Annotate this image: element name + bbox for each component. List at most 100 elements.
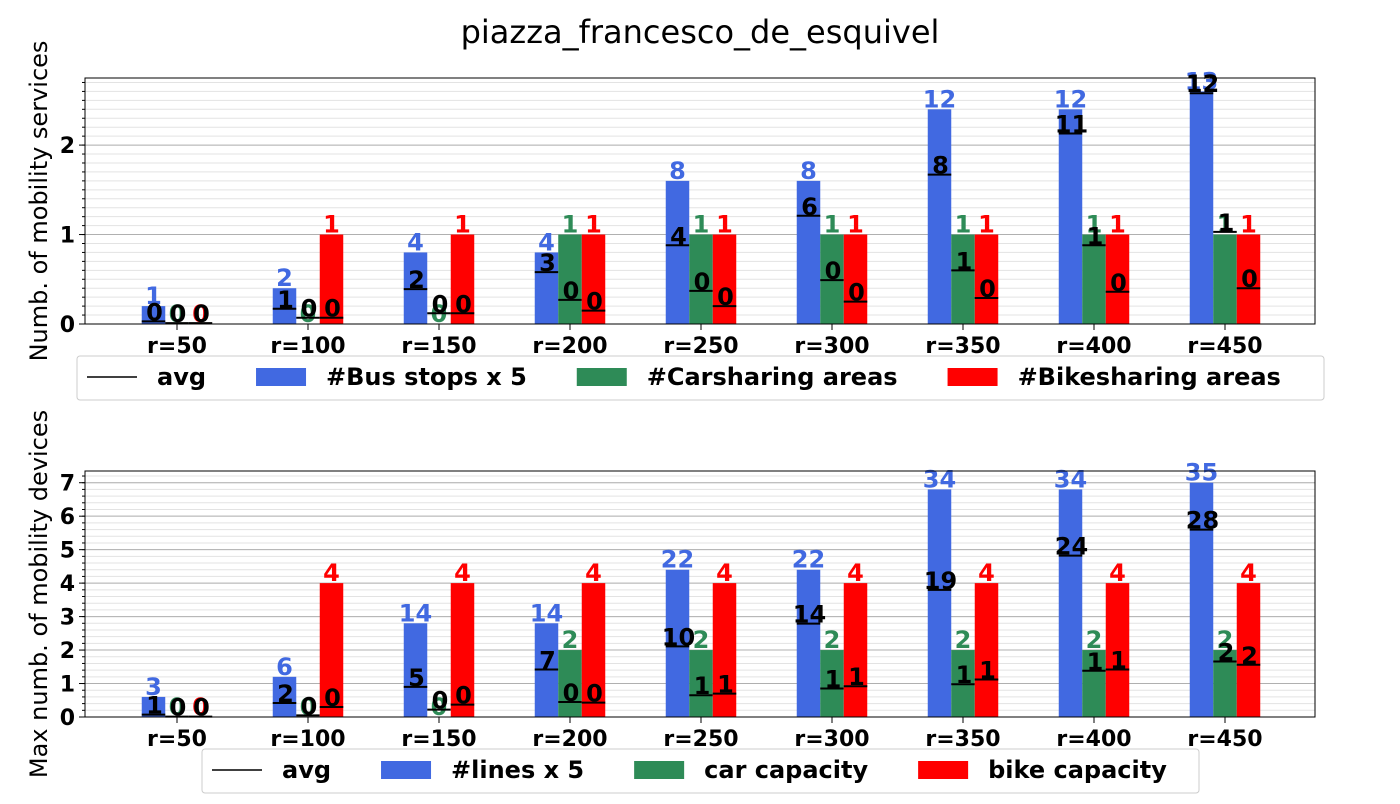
bar-car bbox=[820, 650, 844, 717]
bar-bike bbox=[450, 234, 475, 324]
avg-value-label: 4 bbox=[670, 222, 687, 250]
avg-value-label: 1 bbox=[1087, 648, 1104, 676]
x-tick-label: r=400 bbox=[1056, 727, 1131, 752]
bar-value-label: 1 bbox=[585, 211, 602, 239]
x-tick-label: r=250 bbox=[663, 727, 738, 752]
avg-value-label: 0 bbox=[563, 679, 580, 707]
bar-value-label: 1 bbox=[693, 211, 710, 239]
avg-value-label: 8 bbox=[932, 152, 949, 180]
avg-value-label: 0 bbox=[193, 694, 210, 722]
bar-bus bbox=[1189, 91, 1214, 324]
legend-box bbox=[201, 748, 1200, 794]
bar-value-label: 1 bbox=[145, 282, 162, 310]
y-tick-label: 1 bbox=[60, 673, 75, 698]
avg-value-label: 3 bbox=[539, 249, 556, 277]
x-tick-label: r=50 bbox=[147, 727, 207, 752]
x-tick-label: r=250 bbox=[663, 334, 738, 359]
bar-value-label: 4 bbox=[323, 559, 340, 587]
bar-value-label: 4 bbox=[538, 228, 555, 256]
avg-value-label: 14 bbox=[793, 601, 826, 629]
x-tick-label: r=50 bbox=[147, 334, 207, 359]
bar-value-label: 4 bbox=[1240, 559, 1257, 587]
plot-frame bbox=[84, 470, 1316, 718]
y-axis-label: Max numb. of mobility devices bbox=[25, 410, 53, 778]
bar-bike bbox=[974, 583, 999, 717]
bar-value-label: 14 bbox=[530, 599, 563, 627]
bar-value-label: 4 bbox=[978, 559, 995, 587]
avg-value-label: 1 bbox=[277, 286, 294, 314]
bar-bike bbox=[712, 234, 737, 324]
bar-car bbox=[558, 234, 582, 324]
bar-bus bbox=[1058, 109, 1083, 325]
bar-bus bbox=[927, 109, 952, 325]
bar-value-label: 4 bbox=[847, 559, 864, 587]
legend-label: #lines x 5 bbox=[451, 756, 584, 784]
bar-bike bbox=[1105, 583, 1130, 717]
bar-value-label: 0 bbox=[431, 693, 448, 721]
bar-value-label: 2 bbox=[562, 626, 579, 654]
bar-value-label: 1 bbox=[454, 211, 471, 239]
avg-value-label: 0 bbox=[979, 275, 996, 303]
bar-bus bbox=[534, 252, 559, 324]
avg-value-label: 1 bbox=[979, 657, 996, 685]
avg-value-label: 0 bbox=[586, 680, 603, 708]
plot-frame bbox=[84, 77, 1316, 325]
bar-bike bbox=[1236, 583, 1261, 717]
avg-value-label: 28 bbox=[1186, 507, 1219, 535]
bar-value-label: 12 bbox=[923, 85, 956, 113]
bar-value-label: 0 bbox=[169, 300, 186, 328]
avg-value-label: 0 bbox=[1110, 269, 1127, 297]
bar-value-label: 4 bbox=[585, 559, 602, 587]
bar-bike bbox=[1236, 234, 1261, 324]
bar-value-label: 1 bbox=[824, 211, 841, 239]
avg-value-label: 0 bbox=[324, 684, 341, 712]
bar-value-label: 2 bbox=[1217, 626, 1234, 654]
bar-value-label: 2 bbox=[955, 626, 972, 654]
bar-value-label: 0 bbox=[192, 300, 209, 328]
y-tick-label: 3 bbox=[60, 606, 75, 631]
avg-value-label: 0 bbox=[301, 295, 318, 323]
avg-value-label: 0 bbox=[455, 682, 472, 710]
bar-value-label: 1 bbox=[955, 211, 972, 239]
bar-bus bbox=[272, 288, 297, 324]
y-axis-label: Numb. of mobility services bbox=[25, 41, 53, 362]
bar-value-label: 35 bbox=[1185, 459, 1218, 487]
bar-value-label: 0 bbox=[300, 300, 317, 328]
avg-value-label: 0 bbox=[146, 298, 163, 326]
legend-swatch bbox=[381, 761, 432, 779]
bar-value-label: 34 bbox=[1054, 465, 1087, 493]
legend-label: #Bikesharing areas bbox=[1018, 363, 1281, 391]
bar-bike bbox=[581, 234, 606, 324]
bar-car bbox=[951, 234, 975, 324]
bar-value-label: 4 bbox=[454, 559, 471, 587]
avg-value-label: 0 bbox=[848, 279, 865, 307]
bar-value-label: 0 bbox=[169, 693, 186, 721]
bar-value-label: 1 bbox=[1086, 211, 1103, 239]
avg-value-label: 0 bbox=[694, 268, 711, 296]
legend-label: car capacity bbox=[704, 756, 868, 784]
bar-value-label: 34 bbox=[923, 465, 956, 493]
avg-value-label: 0 bbox=[455, 290, 472, 318]
x-tick-label: r=400 bbox=[1056, 334, 1131, 359]
bar-value-label: 6 bbox=[276, 653, 293, 681]
bar-bus bbox=[1058, 489, 1083, 717]
avg-value-label: 0 bbox=[432, 687, 449, 715]
bar-car bbox=[1082, 650, 1106, 717]
bar-value-label: 13 bbox=[1185, 67, 1218, 95]
bar-value-label: 4 bbox=[716, 559, 733, 587]
y-tick-label: 0 bbox=[60, 313, 75, 338]
avg-value-label: 2 bbox=[1218, 638, 1235, 666]
bar-value-label: 2 bbox=[276, 264, 293, 292]
avg-value-label: 7 bbox=[539, 646, 556, 674]
bar-value-label: 8 bbox=[669, 157, 686, 185]
y-tick-label: 2 bbox=[60, 134, 75, 159]
bar-bike bbox=[1105, 234, 1130, 324]
avg-value-label: 2 bbox=[408, 266, 425, 294]
bar-bus bbox=[796, 569, 821, 717]
bar-bike bbox=[712, 583, 737, 717]
bar-bus bbox=[1189, 482, 1214, 717]
x-tick-label: r=350 bbox=[925, 727, 1000, 752]
legend-swatch bbox=[634, 761, 685, 779]
